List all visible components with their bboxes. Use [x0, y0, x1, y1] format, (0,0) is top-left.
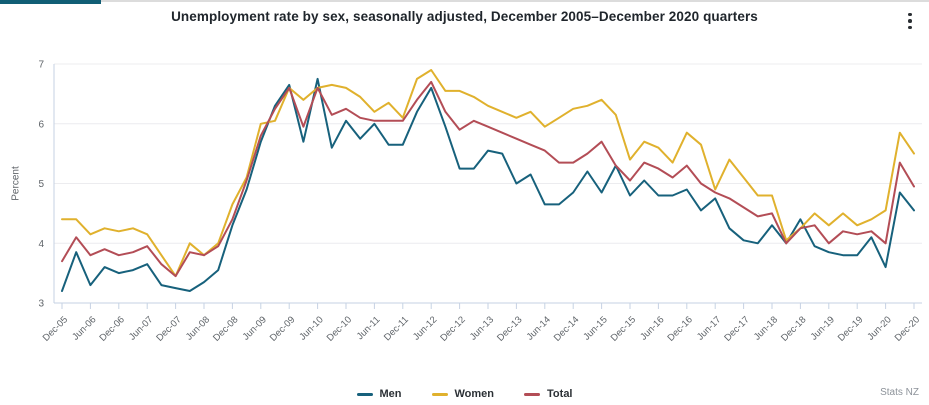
- x-tick-label: Jun-08: [184, 314, 212, 342]
- x-tick-label: Jun-09: [241, 314, 269, 342]
- x-tick-label: Dec-11: [382, 314, 411, 343]
- kebab-menu-icon: [908, 12, 912, 30]
- x-tick-label: Jun-20: [865, 314, 893, 342]
- y-tick-label: 7: [38, 60, 44, 71]
- x-tick-label: Dec-16: [665, 314, 694, 343]
- x-tick-label: Jun-07: [127, 314, 155, 342]
- men-series-swatch: [356, 392, 373, 396]
- y-tick-label: 6: [38, 119, 44, 130]
- x-tick-label: Dec-07: [154, 314, 183, 343]
- x-tick-label: Dec-14: [552, 314, 581, 343]
- x-tick-label: Jun-14: [525, 314, 553, 342]
- x-tick-label: Dec-15: [609, 314, 638, 343]
- source-label: Stats NZ: [880, 387, 919, 398]
- x-tick-label: Dec-08: [211, 314, 240, 343]
- top-rule: [0, 0, 929, 2]
- legend-label-total: Total: [547, 388, 573, 400]
- legend-item-men[interactable]: Men: [356, 388, 402, 400]
- legend-label-men: Men: [379, 388, 402, 400]
- series-line-total: [61, 80, 915, 278]
- x-tick-label: Jun-06: [70, 314, 98, 342]
- x-tick-label: Jun-10: [297, 314, 325, 342]
- x-tick-label: Jun-17: [695, 314, 723, 342]
- x-tick-label: Jun-13: [468, 314, 496, 342]
- x-tick-label: Dec-19: [836, 314, 865, 343]
- x-tick-label: Dec-17: [722, 314, 751, 343]
- x-tick-label: Dec-20: [893, 314, 922, 343]
- total-series-swatch: [524, 392, 541, 396]
- series-line-women: [61, 69, 915, 278]
- kebab-menu-button[interactable]: [901, 9, 919, 33]
- x-tick-label: Dec-12: [438, 314, 467, 343]
- legend-item-total[interactable]: Total: [524, 388, 573, 400]
- x-tick-label: Dec-06: [97, 314, 126, 343]
- y-tick-label: 3: [38, 299, 44, 310]
- series-line-men: [61, 77, 915, 292]
- top-accent-bar: [0, 0, 101, 4]
- y-tick-label: 4: [38, 239, 44, 250]
- legend-item-women[interactable]: Women: [431, 388, 495, 400]
- x-tick-label: Jun-11: [355, 314, 383, 342]
- x-tick-label: Dec-10: [325, 314, 354, 343]
- x-tick-label: Dec-18: [779, 314, 808, 343]
- chart-title: Unemployment rate by sex, seasonally adj…: [171, 9, 758, 24]
- x-tick-label: Jun-18: [752, 314, 780, 342]
- legend-label-women: Women: [454, 388, 495, 400]
- women-series-swatch: [431, 392, 448, 396]
- x-tick-label: Jun-16: [638, 314, 666, 342]
- y-tick-label: 5: [38, 179, 44, 190]
- x-tick-label: Jun-12: [411, 314, 439, 342]
- x-tick-label: Jun-19: [809, 314, 837, 342]
- x-tick-label: Dec-05: [41, 314, 70, 343]
- chart-legend: Men Women Total: [0, 388, 929, 400]
- x-tick-label: Dec-13: [495, 314, 524, 343]
- x-tick-label: Dec-09: [268, 314, 297, 343]
- x-tick-label: Jun-15: [581, 314, 609, 342]
